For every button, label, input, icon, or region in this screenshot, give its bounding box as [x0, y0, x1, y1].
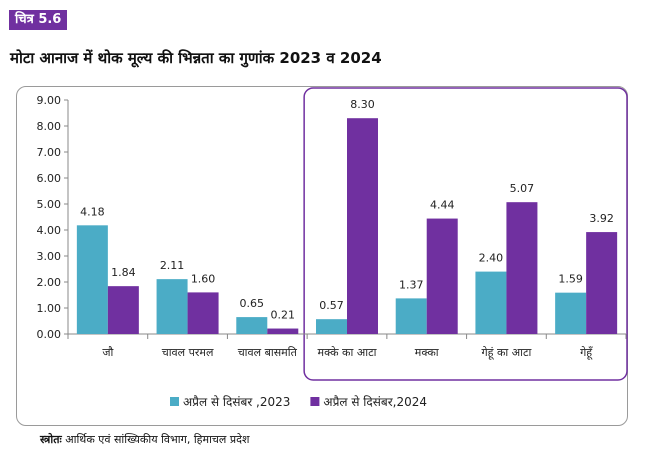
data-label: 5.07 — [510, 182, 535, 195]
bar-2024 — [187, 292, 219, 334]
category-label: मक्का — [415, 346, 439, 359]
y-tick-label: 4.00 — [37, 224, 62, 237]
highlight-box — [303, 87, 628, 381]
data-label: 8.30 — [350, 98, 375, 111]
figure-label: चित्र 5.6 — [9, 10, 68, 30]
bar-2024 — [267, 328, 299, 334]
y-tick-label: 5.00 — [37, 198, 62, 211]
data-label: 1.84 — [111, 266, 136, 279]
category-label: गेहूँ — [580, 346, 593, 360]
chart-title: मोटा आनाज में थोक मूल्य की भिन्नता का गु… — [10, 49, 382, 67]
data-label: 0.21 — [271, 309, 296, 322]
legend-label: अप्रैल से दिसंबर ,2023 — [183, 395, 290, 409]
category-label: जौ — [102, 346, 113, 359]
legend-label: अप्रैल से दिसंबर,2024 — [323, 395, 427, 409]
y-tick-label: 2.00 — [37, 276, 62, 289]
bar-2024 — [107, 286, 139, 334]
data-label: 1.59 — [558, 273, 583, 286]
category-label: चावल परमल — [162, 346, 214, 359]
bar-2023 — [316, 319, 347, 334]
data-label: 4.44 — [430, 199, 455, 212]
data-label: 4.18 — [80, 205, 105, 218]
bar-2023 — [156, 279, 188, 334]
data-label: 2.40 — [479, 252, 504, 265]
data-label: 0.65 — [240, 297, 265, 310]
y-tick-label: 3.00 — [37, 250, 62, 263]
bar-2024 — [347, 118, 378, 334]
legend-swatch-2023 — [170, 397, 179, 406]
y-tick-label: 6.00 — [37, 172, 62, 185]
data-label: 2.11 — [160, 259, 185, 272]
y-tick-label: 9.00 — [37, 94, 62, 107]
source-note: स्त्रोतः आर्थिक एवं सांख्यिकीय विभाग, हि… — [40, 432, 249, 447]
legend-swatch-2024 — [310, 397, 320, 406]
bar-2023 — [395, 298, 427, 334]
bar-2023 — [236, 317, 268, 334]
y-tick-label: 1.00 — [37, 302, 62, 315]
y-tick-label: 7.00 — [37, 146, 62, 159]
data-label: 3.92 — [589, 212, 614, 225]
bar-2023 — [475, 271, 507, 334]
data-label: 1.37 — [399, 278, 424, 291]
bar-2023 — [555, 292, 587, 334]
bar-2024 — [586, 232, 618, 334]
y-tick-label: 0.00 — [37, 328, 62, 341]
bar-2023 — [76, 225, 108, 334]
category-label: चावल बासमति — [238, 346, 298, 359]
data-label: 0.57 — [319, 299, 344, 312]
data-label: 1.60 — [191, 272, 216, 285]
bar-2024 — [426, 218, 458, 334]
category-label: गेहूं का आटा — [481, 346, 531, 360]
source-text: आर्थिक एवं सांख्यिकीय विभाग, हिमाचल प्रद… — [61, 433, 250, 446]
category-label: मक्के का आटा — [318, 346, 377, 359]
y-tick-label: 8.00 — [37, 120, 62, 133]
bar-2024 — [506, 202, 538, 334]
source-label: स्त्रोतः — [40, 433, 62, 446]
